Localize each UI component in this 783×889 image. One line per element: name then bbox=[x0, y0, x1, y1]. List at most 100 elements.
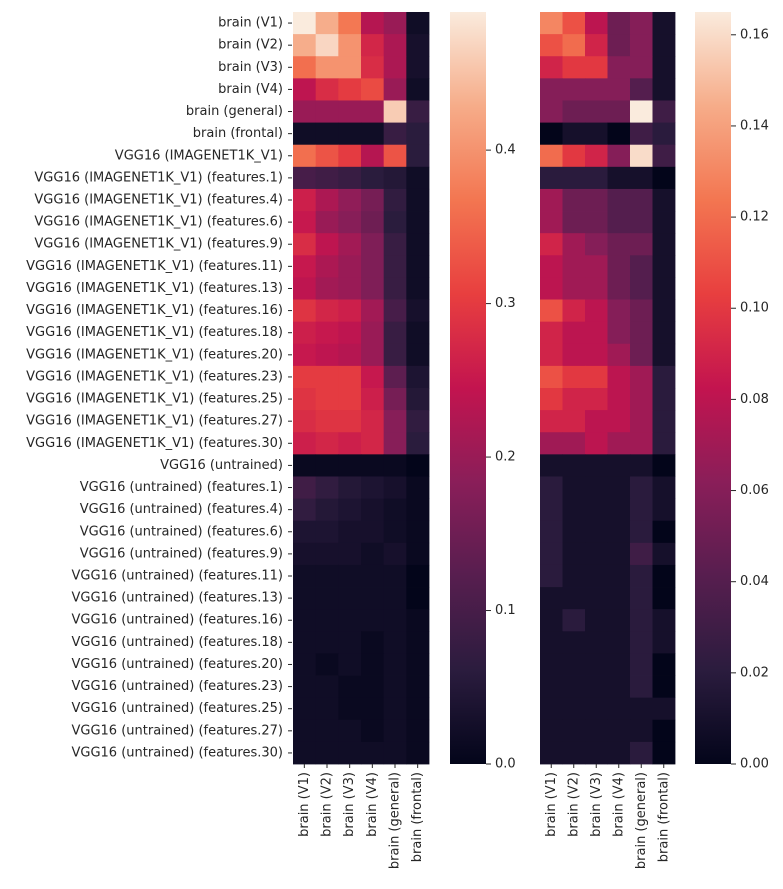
left-cell-r8-c4 bbox=[383, 188, 407, 212]
left-cell-r33-c2 bbox=[338, 741, 362, 765]
right-cell-r14-c2 bbox=[585, 321, 608, 345]
left-cell-r31-c0 bbox=[293, 697, 317, 721]
left-cell-r5-c5 bbox=[406, 122, 430, 146]
row-label-vgg16-untrained-features-23: VGG16 (untrained) (features.23) bbox=[71, 679, 283, 694]
right-cell-r29-c1 bbox=[562, 653, 586, 676]
right-cell-r21-c4 bbox=[630, 476, 653, 499]
right-cell-r21-c5 bbox=[652, 476, 676, 499]
right-cell-r30-c2 bbox=[585, 675, 608, 699]
left-cell-r24-c4 bbox=[383, 542, 407, 566]
right-cell-r33-c2 bbox=[585, 741, 608, 765]
left-cell-r18-c4 bbox=[383, 410, 407, 433]
right-cell-r10-c5 bbox=[652, 233, 676, 256]
right-cell-r25-c4 bbox=[630, 564, 653, 588]
left-cell-r22-c4 bbox=[383, 498, 407, 522]
left-cell-r7-c4 bbox=[383, 166, 407, 190]
left-cell-r26-c1 bbox=[315, 587, 339, 610]
right-cell-r28-c1 bbox=[562, 631, 586, 654]
left-cell-r30-c2 bbox=[338, 675, 362, 699]
right-cell-r13-c4 bbox=[630, 299, 653, 323]
left-cell-r7-c3 bbox=[361, 166, 385, 190]
right-colorbar-tick-label: 0.00 bbox=[740, 757, 769, 772]
right-cell-r13-c5 bbox=[652, 299, 676, 323]
right-cell-r12-c0 bbox=[540, 277, 563, 300]
right-cell-r25-c2 bbox=[585, 564, 608, 588]
left-cell-r1-c4 bbox=[383, 34, 407, 57]
left-colorbar-tick-label: 0.4 bbox=[495, 143, 516, 158]
left-colorbar-tick-label: 0.3 bbox=[495, 296, 516, 311]
right-cell-r23-c2 bbox=[585, 520, 608, 544]
right-cell-r9-c0 bbox=[540, 211, 563, 234]
right-cell-r0-c5 bbox=[652, 12, 676, 35]
right-cell-r19-c0 bbox=[540, 432, 563, 455]
right-cell-r10-c0 bbox=[540, 233, 563, 256]
right-cell-r5-c4 bbox=[630, 122, 653, 146]
left-cell-r2-c4 bbox=[383, 56, 407, 79]
left-cell-r33-c1 bbox=[315, 741, 339, 765]
right-cell-r14-c1 bbox=[562, 321, 586, 345]
left-cell-r10-c5 bbox=[406, 233, 430, 256]
left-cell-r0-c0 bbox=[293, 12, 317, 35]
right-cell-r18-c1 bbox=[562, 410, 586, 433]
right-cell-r4-c3 bbox=[607, 100, 631, 123]
right-cell-r12-c2 bbox=[585, 277, 608, 300]
left-cell-r6-c1 bbox=[315, 144, 339, 168]
right-cell-r28-c5 bbox=[652, 631, 676, 654]
right-cell-r7-c3 bbox=[607, 166, 631, 190]
right-cell-r28-c0 bbox=[540, 631, 563, 654]
left-cell-r17-c0 bbox=[293, 388, 317, 411]
row-label-vgg16-untrained-features-30: VGG16 (untrained) (features.30) bbox=[71, 745, 283, 760]
left-cell-r5-c0 bbox=[293, 122, 317, 146]
right-cell-r2-c3 bbox=[607, 56, 631, 79]
left-col-label-brain-v2: brain (V2) bbox=[320, 772, 335, 837]
left-cell-r13-c1 bbox=[315, 299, 339, 323]
left-cell-r33-c4 bbox=[383, 741, 407, 765]
left-cell-r15-c2 bbox=[338, 343, 362, 367]
left-cell-r30-c0 bbox=[293, 675, 317, 699]
left-cell-r16-c4 bbox=[383, 365, 407, 389]
left-cell-r31-c3 bbox=[361, 697, 385, 721]
right-cell-r29-c3 bbox=[607, 653, 631, 676]
left-cell-r28-c2 bbox=[338, 631, 362, 654]
right-cell-r26-c5 bbox=[652, 587, 676, 610]
right-cell-r19-c3 bbox=[607, 432, 631, 455]
right-cell-r10-c1 bbox=[562, 233, 586, 256]
left-cell-r19-c3 bbox=[361, 432, 385, 455]
right-cell-r15-c5 bbox=[652, 343, 676, 367]
left-cell-r3-c2 bbox=[338, 78, 362, 101]
left-cell-r7-c2 bbox=[338, 166, 362, 190]
left-cell-r20-c1 bbox=[315, 454, 339, 477]
right-cell-r4-c4 bbox=[630, 100, 653, 123]
row-label-brain-general: brain (general) bbox=[186, 104, 283, 119]
left-cell-r17-c1 bbox=[315, 388, 339, 411]
right-cell-r13-c3 bbox=[607, 299, 631, 323]
left-cell-r29-c4 bbox=[383, 653, 407, 676]
right-cell-r1-c5 bbox=[652, 34, 676, 57]
left-cell-r3-c0 bbox=[293, 78, 317, 101]
left-cell-r6-c3 bbox=[361, 144, 385, 168]
left-cell-r2-c0 bbox=[293, 56, 317, 79]
row-label-vgg16-imagenet1k-v1-features-13: VGG16 (IMAGENET1K_V1) (features.13) bbox=[26, 281, 283, 296]
left-cell-r28-c4 bbox=[383, 631, 407, 654]
right-cell-r24-c1 bbox=[562, 542, 586, 566]
left-cell-r9-c3 bbox=[361, 211, 385, 234]
left-cell-r0-c5 bbox=[406, 12, 430, 35]
right-cell-r9-c3 bbox=[607, 211, 631, 234]
right-cell-r14-c3 bbox=[607, 321, 631, 345]
right-cell-r13-c2 bbox=[585, 299, 608, 323]
left-cell-r4-c0 bbox=[293, 100, 317, 123]
left-cell-r0-c1 bbox=[315, 12, 339, 35]
right-cell-r22-c4 bbox=[630, 498, 653, 522]
left-cell-r16-c5 bbox=[406, 365, 430, 389]
right-cell-r12-c3 bbox=[607, 277, 631, 300]
left-cell-r14-c5 bbox=[406, 321, 430, 345]
right-cell-r0-c4 bbox=[630, 12, 653, 35]
row-label-vgg16-untrained-features-9: VGG16 (untrained) (features.9) bbox=[80, 546, 283, 561]
right-cell-r22-c3 bbox=[607, 498, 631, 522]
left-cell-r32-c1 bbox=[315, 719, 339, 743]
left-cell-r4-c1 bbox=[315, 100, 339, 123]
right-colorbar-tick-label: 0.04 bbox=[740, 574, 769, 589]
left-cell-r3-c4 bbox=[383, 78, 407, 101]
left-cell-r27-c2 bbox=[338, 609, 362, 632]
left-cell-r19-c5 bbox=[406, 432, 430, 455]
